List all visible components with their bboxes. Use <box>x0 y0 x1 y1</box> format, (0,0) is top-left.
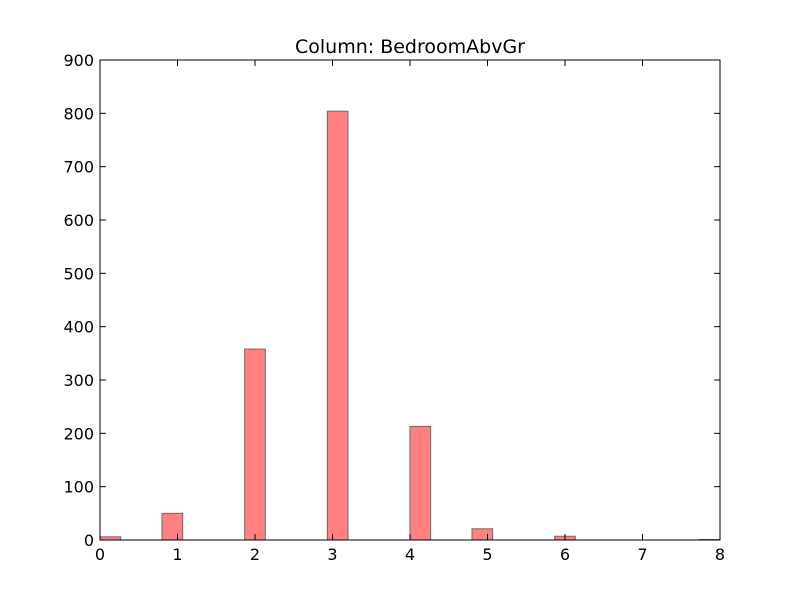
y-tick-label-5: 500 <box>63 264 94 283</box>
x-tick-label-2: 2 <box>250 545 260 564</box>
y-tick-label-7: 700 <box>63 158 94 177</box>
y-tick-label-0: 0 <box>84 531 94 550</box>
bars-layer <box>99 110 721 541</box>
plot-frame <box>99 59 721 541</box>
ticks-layer: 0 1 2 3 4 5 6 7 8 0 100 200 300 400 500 600 700 800 900 <box>63 51 725 564</box>
histogram-bar-2 <box>244 348 266 541</box>
x-tick-label-6: 6 <box>560 545 570 564</box>
y-tick-label-6: 600 <box>63 211 94 230</box>
x-tick-label-3: 3 <box>327 545 337 564</box>
histogram-bar-5 <box>471 528 494 541</box>
x-tick-label-5: 5 <box>482 545 492 564</box>
x-tick-label-8: 8 <box>715 545 725 564</box>
y-tick-label-9: 900 <box>63 51 94 70</box>
x-tick-label-4: 4 <box>405 545 415 564</box>
y-tick-label-3: 300 <box>63 371 94 390</box>
x-tick-label-0: 0 <box>95 545 105 564</box>
histogram-bar-3 <box>326 110 349 541</box>
chart-title: Column: BedroomAbvGr <box>295 36 525 58</box>
x-tick-label-1: 1 <box>172 545 182 564</box>
x-tick-label-7: 7 <box>637 545 647 564</box>
y-tick-label-2: 200 <box>63 424 94 443</box>
y-tick-label-1: 100 <box>63 478 94 497</box>
histogram-bar-4 <box>409 425 432 541</box>
histogram-bar-1 <box>161 512 184 541</box>
y-tick-label-8: 800 <box>63 104 94 123</box>
y-tick-label-4: 400 <box>63 318 94 337</box>
